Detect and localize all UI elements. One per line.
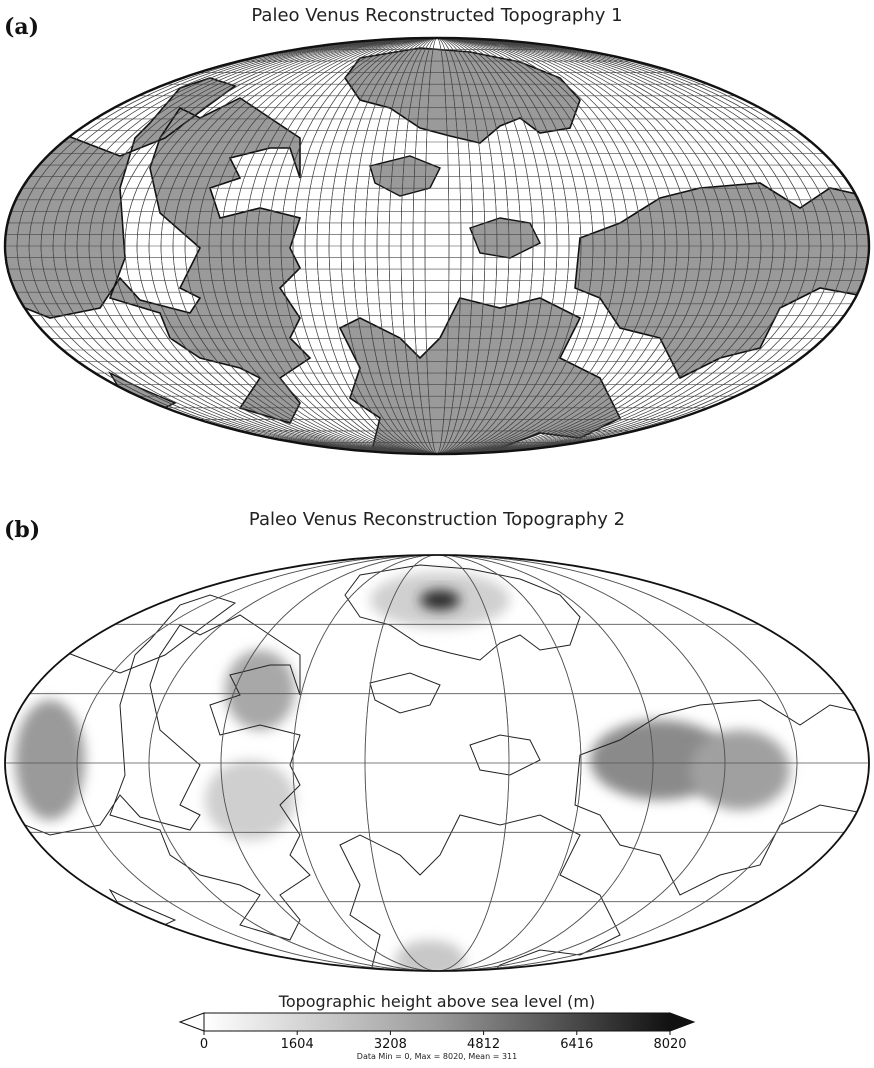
colorbar-tick-label: 4812 <box>467 1037 500 1052</box>
map-b-shade-south <box>395 940 465 980</box>
colorbar-tick-label: 0 <box>200 1037 208 1052</box>
map-b-shade-northwest <box>225 650 295 730</box>
map-a-topography <box>0 38 874 478</box>
panel-a-title: Paleo Venus Reconstructed Topography 1 <box>0 5 874 26</box>
colorbar-ticks: 0 1604 3208 4812 6416 8020 <box>200 1031 687 1052</box>
map-b-topography <box>0 540 874 990</box>
colorbar-title: Topographic height above sea level (m) <box>0 992 874 1011</box>
map-b-shade-far-east <box>690 730 790 810</box>
map-b-shade-southwest <box>205 760 295 840</box>
colorbar-min-arrow <box>180 1013 204 1031</box>
colorbar: 0 1604 3208 4812 6416 8020 <box>0 1010 874 1050</box>
colorbar-tick-label: 1604 <box>281 1037 314 1052</box>
colorbar-ramp <box>204 1013 670 1031</box>
colorbar-tick-label: 6416 <box>560 1037 593 1052</box>
colorbar-tick-label: 3208 <box>374 1037 407 1052</box>
colorbar-tick-label: 8020 <box>653 1037 686 1052</box>
map-b-shade-west <box>15 700 85 820</box>
colorbar-stats: Data Min = 0, Max = 8020, Mean = 311 <box>0 1052 874 1061</box>
map-b-peak-north <box>420 590 460 610</box>
panel-b-title: Paleo Venus Reconstruction Topography 2 <box>0 509 874 530</box>
colorbar-max-arrow <box>670 1013 694 1031</box>
